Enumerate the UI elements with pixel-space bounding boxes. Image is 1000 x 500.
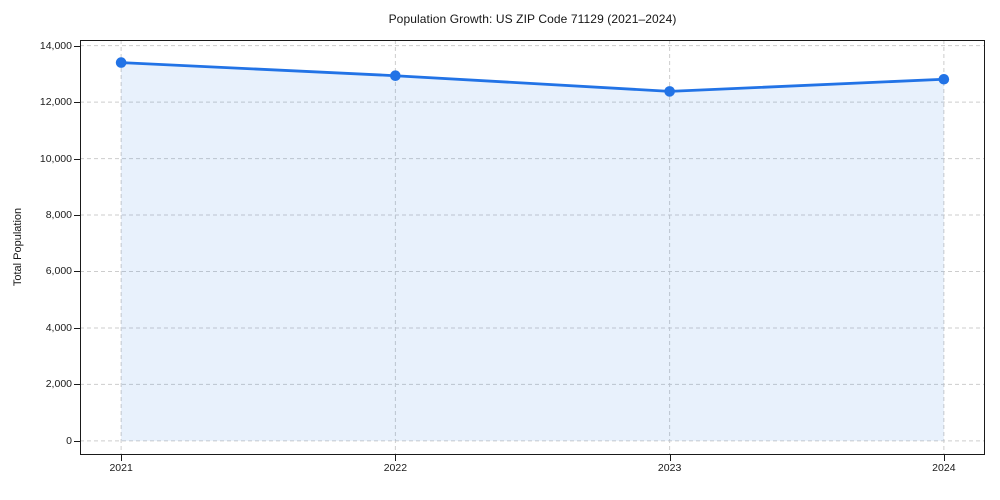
y-axis-tick <box>74 440 80 442</box>
data-point-marker <box>115 57 127 68</box>
y-axis-tick <box>74 158 80 160</box>
x-tick-label: 2021 <box>109 462 133 474</box>
y-tick-label: 10,000 <box>39 152 72 165</box>
plot-border <box>80 40 985 455</box>
y-axis-tick <box>74 215 80 217</box>
x-tick-label: 2023 <box>657 462 682 474</box>
data-line <box>119 61 946 93</box>
plot-canvas <box>80 40 985 455</box>
y-tick-label: 8,000 <box>45 209 72 222</box>
y-tick-label: 0 <box>66 434 72 447</box>
x-axis-tick <box>395 455 397 461</box>
y-tick-label: 14,000 <box>39 39 72 52</box>
data-point-marker <box>390 70 401 82</box>
y-axis-tick <box>74 384 80 386</box>
x-axis-tick <box>943 455 945 461</box>
chart-title: Population Growth: US ZIP Code 71129 (20… <box>388 12 677 26</box>
data-point-marker <box>938 73 950 85</box>
y-axis-tick <box>74 271 80 273</box>
x-tick-label: 2024 <box>932 462 956 474</box>
data-point-marker <box>664 86 675 97</box>
area-fill <box>121 62 944 441</box>
x-axis-tick <box>669 455 671 461</box>
y-tick-label: 6,000 <box>45 265 72 278</box>
plot-area <box>80 40 985 455</box>
x-axis-tick <box>121 455 123 461</box>
y-axis-tick <box>74 45 80 47</box>
y-tick-label: 4,000 <box>45 321 72 334</box>
y-axis-tick <box>74 327 80 329</box>
y-tick-label: 12,000 <box>39 96 72 109</box>
x-tick-label: 2022 <box>383 462 408 474</box>
y-tick-label: 2,000 <box>45 378 72 391</box>
y-axis-tick <box>74 102 80 104</box>
